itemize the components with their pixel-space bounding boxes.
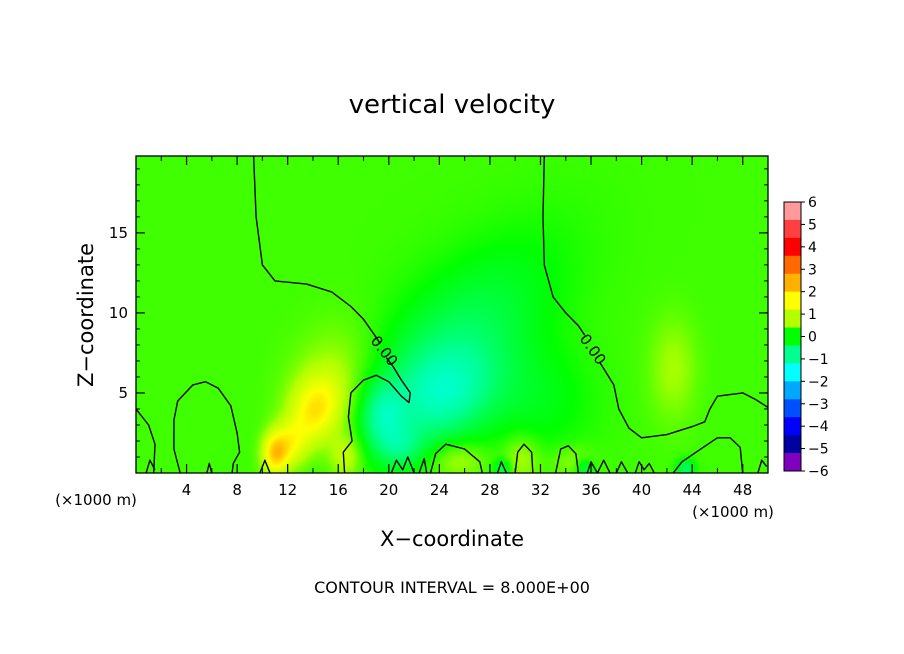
contour-line-7 <box>429 443 483 473</box>
x-tick-label-48: 48 <box>733 481 752 499</box>
x-tick-label-32: 32 <box>531 481 550 499</box>
contour-line-15 <box>418 457 428 473</box>
contour-line-4 <box>599 362 768 439</box>
contour-line-8 <box>514 443 534 473</box>
colorbar-swatch-8 <box>784 327 801 346</box>
plot-frame <box>135 155 769 474</box>
colorbar-swatch-10 <box>784 363 801 382</box>
x-tick-label-8: 8 <box>232 481 242 499</box>
colorbar: 6 5 4 3 2 1 0 −1 −2 −3 −4 −5 −6 <box>783 195 829 480</box>
x-axis-ticks: 4 8 12 16 20 24 28 32 36 40 44 48 <box>160 156 752 499</box>
contour-line-16 <box>496 461 508 473</box>
contour-line-20 <box>757 459 768 473</box>
contour-line-10 <box>672 437 744 473</box>
x-axis-label: X−coordinate <box>380 527 524 551</box>
contour-line-18 <box>615 461 629 473</box>
contour-line-3 <box>542 156 586 336</box>
colorbar-label: −5 <box>808 442 829 458</box>
colorbar-label: 1 <box>808 307 817 323</box>
colorbar-swatch-12 <box>784 399 801 418</box>
chart-title: vertical velocity <box>349 90 556 120</box>
contour-line-17 <box>586 459 611 473</box>
x-tick-label-4: 4 <box>182 481 192 499</box>
contour-line-11 <box>145 459 156 473</box>
colorbar-swatch-11 <box>784 381 801 400</box>
colorbar-swatch-14 <box>784 435 801 454</box>
x-tick-label-20: 20 <box>379 481 398 499</box>
colorbar-label: 2 <box>808 285 817 301</box>
contour-line-2 <box>342 357 411 473</box>
contour-line-14 <box>390 456 415 473</box>
contour-line-12 <box>206 462 213 473</box>
x-axis-unit-right: (×1000 m) <box>692 503 774 521</box>
y-axis-label: Z−coordinate <box>74 243 98 387</box>
colorbar-label: −3 <box>808 397 829 413</box>
colorbar-label: 3 <box>808 262 817 278</box>
x-tick-label-28: 28 <box>480 481 499 499</box>
x-tick-label-40: 40 <box>632 481 651 499</box>
contour-line-1 <box>252 156 381 344</box>
colorbar-swatch-1 <box>784 202 801 221</box>
contour-lines <box>136 156 768 473</box>
colorbar-swatch-5 <box>784 273 801 292</box>
colorbar-swatch-15 <box>784 453 801 472</box>
velocity-field-heatmap <box>136 156 768 473</box>
colorbar-label: 5 <box>808 217 817 233</box>
y-axis-ticks: 5 10 15 <box>109 168 768 458</box>
x-tick-label-12: 12 <box>278 481 297 499</box>
colorbar-swatch-9 <box>784 345 801 364</box>
contour-line-6 <box>173 381 241 473</box>
colorbar-swatch-2 <box>784 219 801 239</box>
colorbar-swatch-4 <box>784 255 801 275</box>
y-tick-label-15: 15 <box>109 224 128 242</box>
colorbar-label: −4 <box>808 419 829 435</box>
colorbar-label: −1 <box>808 352 829 368</box>
colorbar-swatch-7 <box>784 309 801 328</box>
colorbar-label: −2 <box>808 374 829 390</box>
contour-interval-note: CONTOUR INTERVAL = 8.000E+00 <box>314 578 590 597</box>
x-axis-unit-left: (×1000 m) <box>55 491 137 509</box>
y-tick-label-5: 5 <box>118 384 128 402</box>
colorbar-swatch-3 <box>784 237 801 257</box>
colorbar-label: 6 <box>808 195 817 211</box>
contour-line-9 <box>554 445 580 473</box>
colorbar-label: −6 <box>808 464 829 480</box>
x-tick-label-44: 44 <box>683 481 702 499</box>
colorbar-swatch-6 <box>784 291 801 310</box>
contour-line-19 <box>634 461 655 473</box>
colorbar-label: 4 <box>808 240 817 256</box>
colorbar-swatch-13 <box>784 417 801 436</box>
contour-line-5 <box>136 408 156 473</box>
x-tick-label-24: 24 <box>430 481 449 499</box>
x-tick-label-16: 16 <box>329 481 348 499</box>
y-tick-label-10: 10 <box>109 304 128 322</box>
x-tick-label-36: 36 <box>581 481 600 499</box>
colorbar-label: 0 <box>808 330 817 346</box>
contour-line-13 <box>259 459 271 473</box>
